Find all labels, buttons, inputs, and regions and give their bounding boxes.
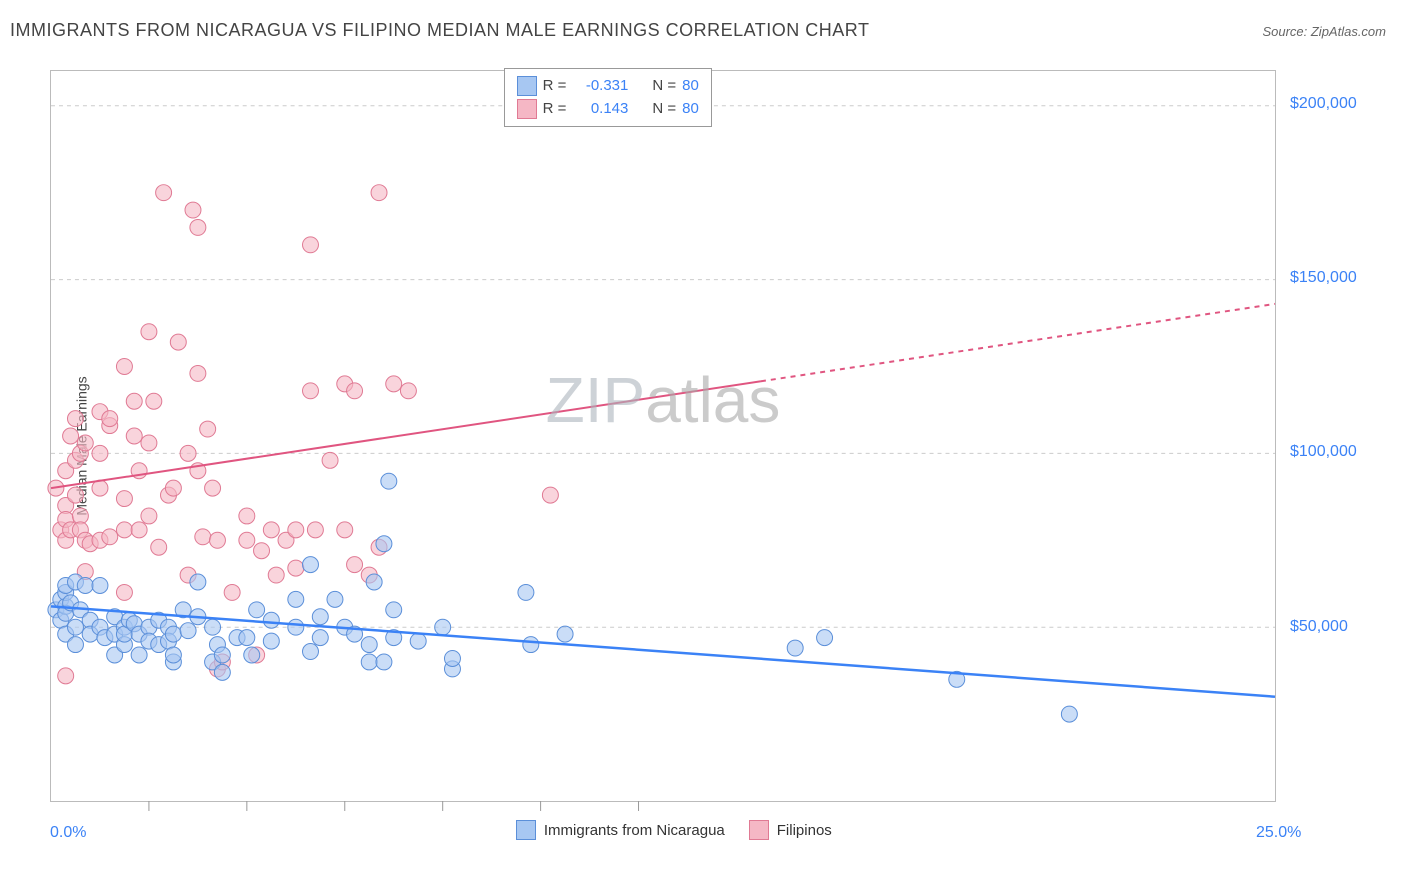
plot-area: ZIPatlas xyxy=(50,70,1276,802)
legend-series-item: Filipinos xyxy=(749,820,832,840)
n-value: 80 xyxy=(682,75,699,98)
scatter-plot-svg xyxy=(51,71,1275,801)
source-site: ZipAtlas.com xyxy=(1311,24,1386,39)
correlation-chart: IMMIGRANTS FROM NICARAGUA VS FILIPINO ME… xyxy=(0,0,1406,892)
n-label: N = xyxy=(652,98,676,121)
y-tick-label: $100,000 xyxy=(1290,443,1357,461)
n-label: N = xyxy=(652,75,676,98)
n-value: 80 xyxy=(682,98,699,121)
r-value: 0.143 xyxy=(572,98,628,121)
legend-series: Immigrants from Nicaragua Filipinos xyxy=(516,820,832,840)
r-value: -0.331 xyxy=(572,75,628,98)
legend-series-item: Immigrants from Nicaragua xyxy=(516,820,725,840)
legend-correlation-stats: R = -0.331 N = 80 R = 0.143 N = 80 xyxy=(504,68,712,127)
legend-series-label: Immigrants from Nicaragua xyxy=(544,822,725,839)
r-label: R = xyxy=(543,75,567,98)
source-prefix: Source: xyxy=(1262,24,1310,39)
y-tick-label: $150,000 xyxy=(1290,269,1357,287)
x-tick-label-min: 0.0% xyxy=(50,824,86,842)
y-tick-label: $200,000 xyxy=(1290,95,1357,113)
source-attribution: Source: ZipAtlas.com xyxy=(1262,24,1386,39)
legend-swatch xyxy=(749,820,769,840)
legend-stat-row: R = 0.143 N = 80 xyxy=(517,98,699,121)
legend-swatch xyxy=(517,99,537,119)
r-label: R = xyxy=(543,98,567,121)
legend-swatch xyxy=(516,820,536,840)
y-tick-label: $50,000 xyxy=(1290,618,1348,636)
chart-title: IMMIGRANTS FROM NICARAGUA VS FILIPINO ME… xyxy=(10,20,869,41)
legend-swatch xyxy=(517,76,537,96)
legend-stat-row: R = -0.331 N = 80 xyxy=(517,75,699,98)
legend-series-label: Filipinos xyxy=(777,822,832,839)
x-tick-label-max: 25.0% xyxy=(1256,824,1301,842)
